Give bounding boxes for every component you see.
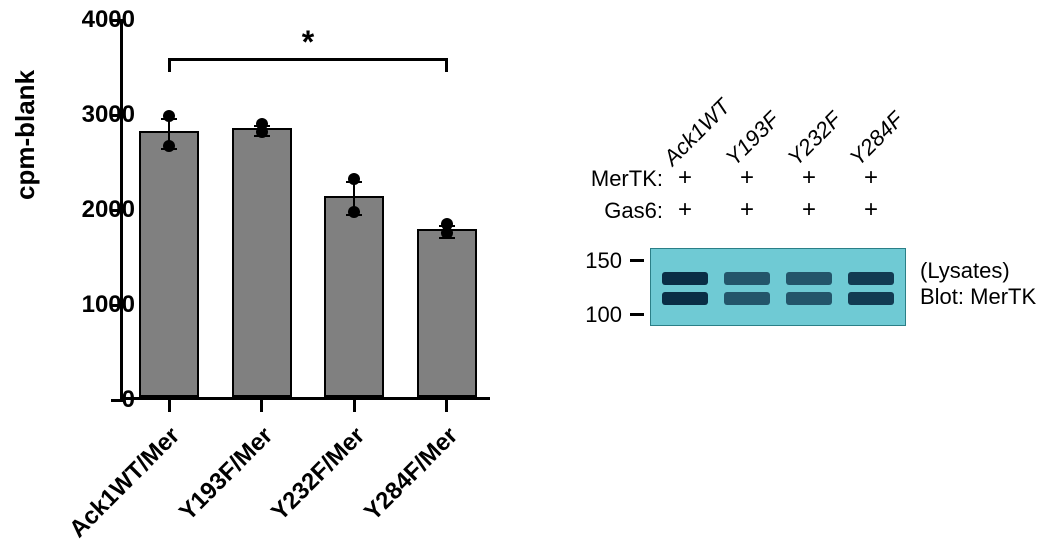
condition-mark: + (802, 196, 816, 224)
ytick-label: 0 (122, 386, 135, 414)
condition-mark: + (678, 196, 692, 224)
western-blot-panel: Ack1WTY193FY232FY284FMerTK:++++Gas6:++++… (520, 0, 1050, 542)
blot-band (662, 272, 708, 285)
blot-membrane (650, 248, 906, 326)
blot-band (662, 292, 708, 305)
condition-mark: + (802, 164, 816, 192)
blot-band (724, 272, 770, 285)
data-point (348, 173, 360, 185)
xtick (353, 400, 356, 412)
blot-band (848, 272, 894, 285)
ytick-label: 4000 (82, 6, 135, 34)
chart-plot-area: * (120, 20, 490, 400)
blot-band (724, 292, 770, 305)
data-point (163, 140, 175, 152)
xtick (168, 400, 171, 412)
condition-mark: + (864, 164, 878, 192)
lane-header: Y284F (845, 107, 909, 171)
ytick-label: 1000 (82, 291, 135, 319)
bar (324, 196, 384, 397)
bar (139, 131, 199, 397)
xtick (260, 400, 263, 412)
row-label: MerTK: (520, 166, 663, 192)
xtick (445, 400, 448, 412)
significance-tick (168, 58, 171, 72)
mw-marker-tick (630, 313, 644, 316)
blot-band (786, 292, 832, 305)
yaxis-label: cpm-blank (10, 70, 41, 200)
blot-band (786, 272, 832, 285)
significance-tick (445, 58, 448, 72)
data-point (441, 218, 453, 230)
data-point (348, 206, 360, 218)
condition-mark: + (864, 196, 878, 224)
blot-side-label: Blot: MerTK (920, 284, 1036, 310)
bar (232, 128, 292, 397)
blot-band (848, 292, 894, 305)
lane-header: Ack1WT (659, 94, 736, 171)
condition-mark: + (740, 164, 754, 192)
blot-side-label: (Lysates) (920, 258, 1010, 284)
significance-star: * (302, 24, 314, 61)
ytick-label: 2000 (82, 196, 135, 224)
mw-marker-label: 100 (520, 302, 622, 328)
bar (417, 229, 477, 397)
mw-marker-tick (630, 259, 644, 262)
condition-mark: + (678, 164, 692, 192)
data-point (163, 110, 175, 122)
row-label: Gas6: (520, 198, 663, 224)
data-point (256, 126, 268, 138)
ytick-label: 3000 (82, 101, 135, 129)
mw-marker-label: 150 (520, 248, 622, 274)
condition-mark: + (740, 196, 754, 224)
lane-header: Y232F (783, 107, 847, 171)
bar-chart-panel: cpm-blank * 01000200030004000Ack1WT/MerY… (0, 0, 520, 542)
